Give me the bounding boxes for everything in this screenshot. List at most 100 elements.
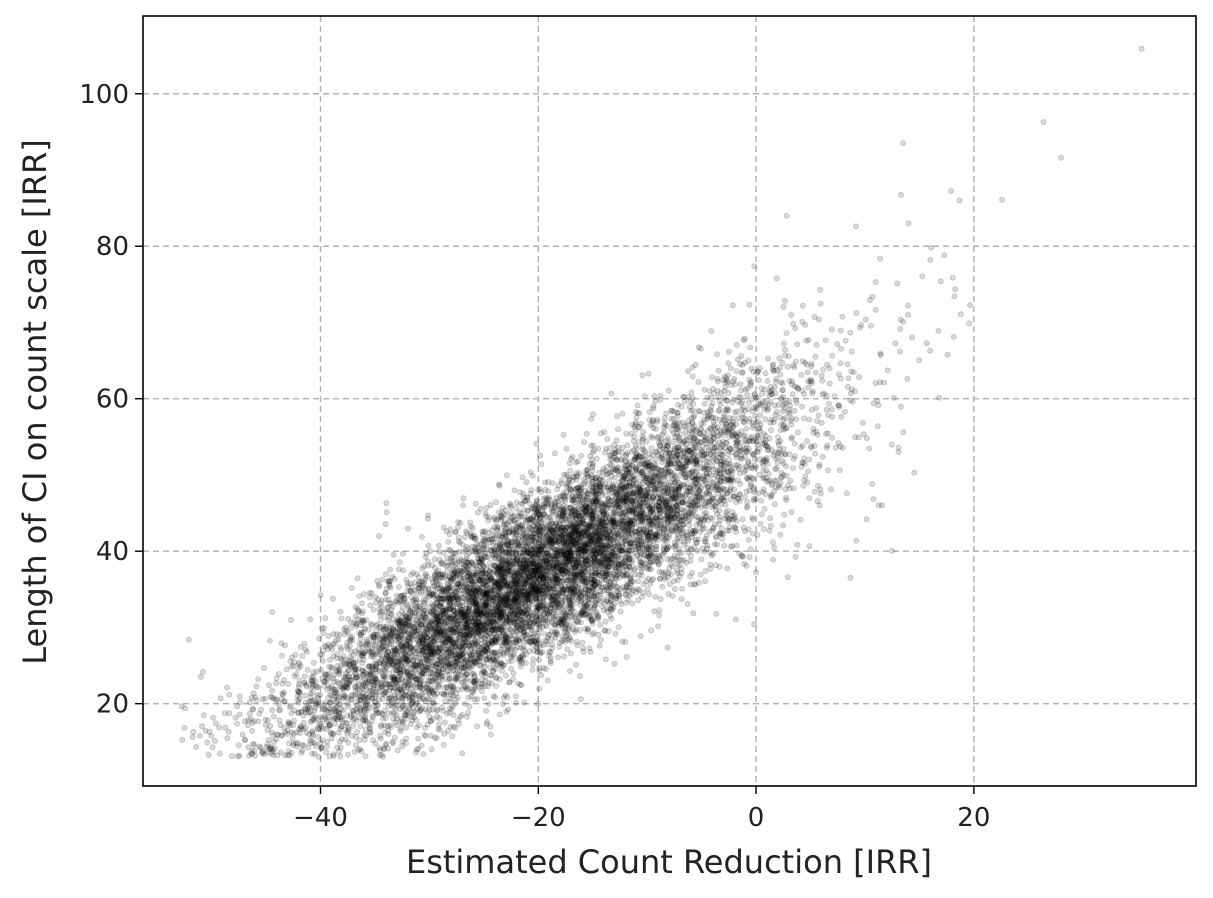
data-point [738,447,745,454]
data-point [370,606,377,613]
data-point [760,526,767,533]
data-point [316,635,323,642]
data-point [565,545,572,552]
data-point [657,517,664,524]
data-point [405,656,412,663]
data-point [309,750,316,757]
data-point [655,537,662,544]
data-point [466,576,473,583]
data-point [829,352,836,359]
data-point [456,633,463,640]
data-point [632,546,639,553]
data-point [391,646,398,653]
data-point [357,707,364,714]
data-point [834,341,841,348]
data-point [359,667,366,674]
data-point [341,626,348,633]
data-point [613,489,620,496]
data-point [585,528,592,535]
data-point [602,529,609,536]
data-point [708,496,715,503]
data-point [518,510,525,517]
data-point [604,532,611,539]
data-point [560,553,567,560]
data-point [799,403,806,410]
data-point [793,416,800,423]
data-point [576,568,583,575]
data-point [200,712,207,719]
data-point [472,500,479,507]
data-point [362,732,369,739]
data-point [627,483,634,490]
data-point [444,661,451,668]
data-point [445,649,452,656]
data-point [441,719,448,726]
data-point [900,429,907,436]
data-point [578,482,585,489]
data-point [579,639,586,646]
data-point [260,664,267,671]
data-point [269,609,276,616]
data-point [308,678,315,685]
data-point [780,303,787,310]
data-point [543,513,550,520]
data-point [632,514,639,521]
data-point [652,398,659,405]
data-point [445,677,452,684]
data-point [608,390,615,397]
data-point [500,662,507,669]
data-point [395,584,402,591]
data-point [421,689,428,696]
data-point [529,472,536,479]
data-point [691,440,698,447]
data-point [510,670,517,677]
data-point [590,629,597,636]
data-point [758,385,765,392]
data-point [527,559,534,566]
data-point [265,736,272,743]
data-point [588,415,595,422]
data-point [500,617,507,624]
data-point [343,675,350,682]
data-point [811,488,818,495]
data-point [179,736,186,743]
data-point [613,466,620,473]
data-point [396,629,403,636]
data-point [362,648,369,655]
data-point [610,543,617,550]
data-point [814,417,821,424]
data-point [794,429,801,436]
data-point [785,409,792,416]
data-point [389,647,396,654]
data-point [533,500,540,507]
data-point [418,742,425,749]
data-point [471,621,478,628]
data-point [264,741,271,748]
data-point [487,501,494,508]
data-point [450,604,457,611]
data-point [648,551,655,558]
data-point [719,443,726,450]
data-point [645,493,652,500]
data-point [344,712,351,719]
data-point [777,531,784,538]
data-point [422,576,429,583]
data-point [515,603,522,610]
data-point [897,403,904,410]
data-point [746,376,753,383]
data-point [304,666,311,673]
data-point [471,572,478,579]
data-point [658,501,665,508]
data-point [464,588,471,595]
data-point [477,609,484,616]
data-point [534,544,541,551]
data-point [698,465,705,472]
data-point [716,563,723,570]
data-point [348,713,355,720]
data-point [522,596,529,603]
data-point [415,735,422,742]
data-point [927,256,934,263]
data-point [482,652,489,659]
data-point [607,553,614,560]
data-point [360,591,367,598]
